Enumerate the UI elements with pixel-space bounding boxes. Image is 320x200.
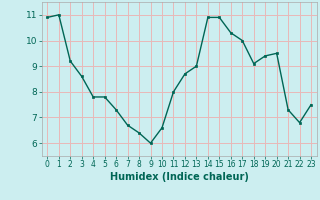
X-axis label: Humidex (Indice chaleur): Humidex (Indice chaleur): [110, 172, 249, 182]
